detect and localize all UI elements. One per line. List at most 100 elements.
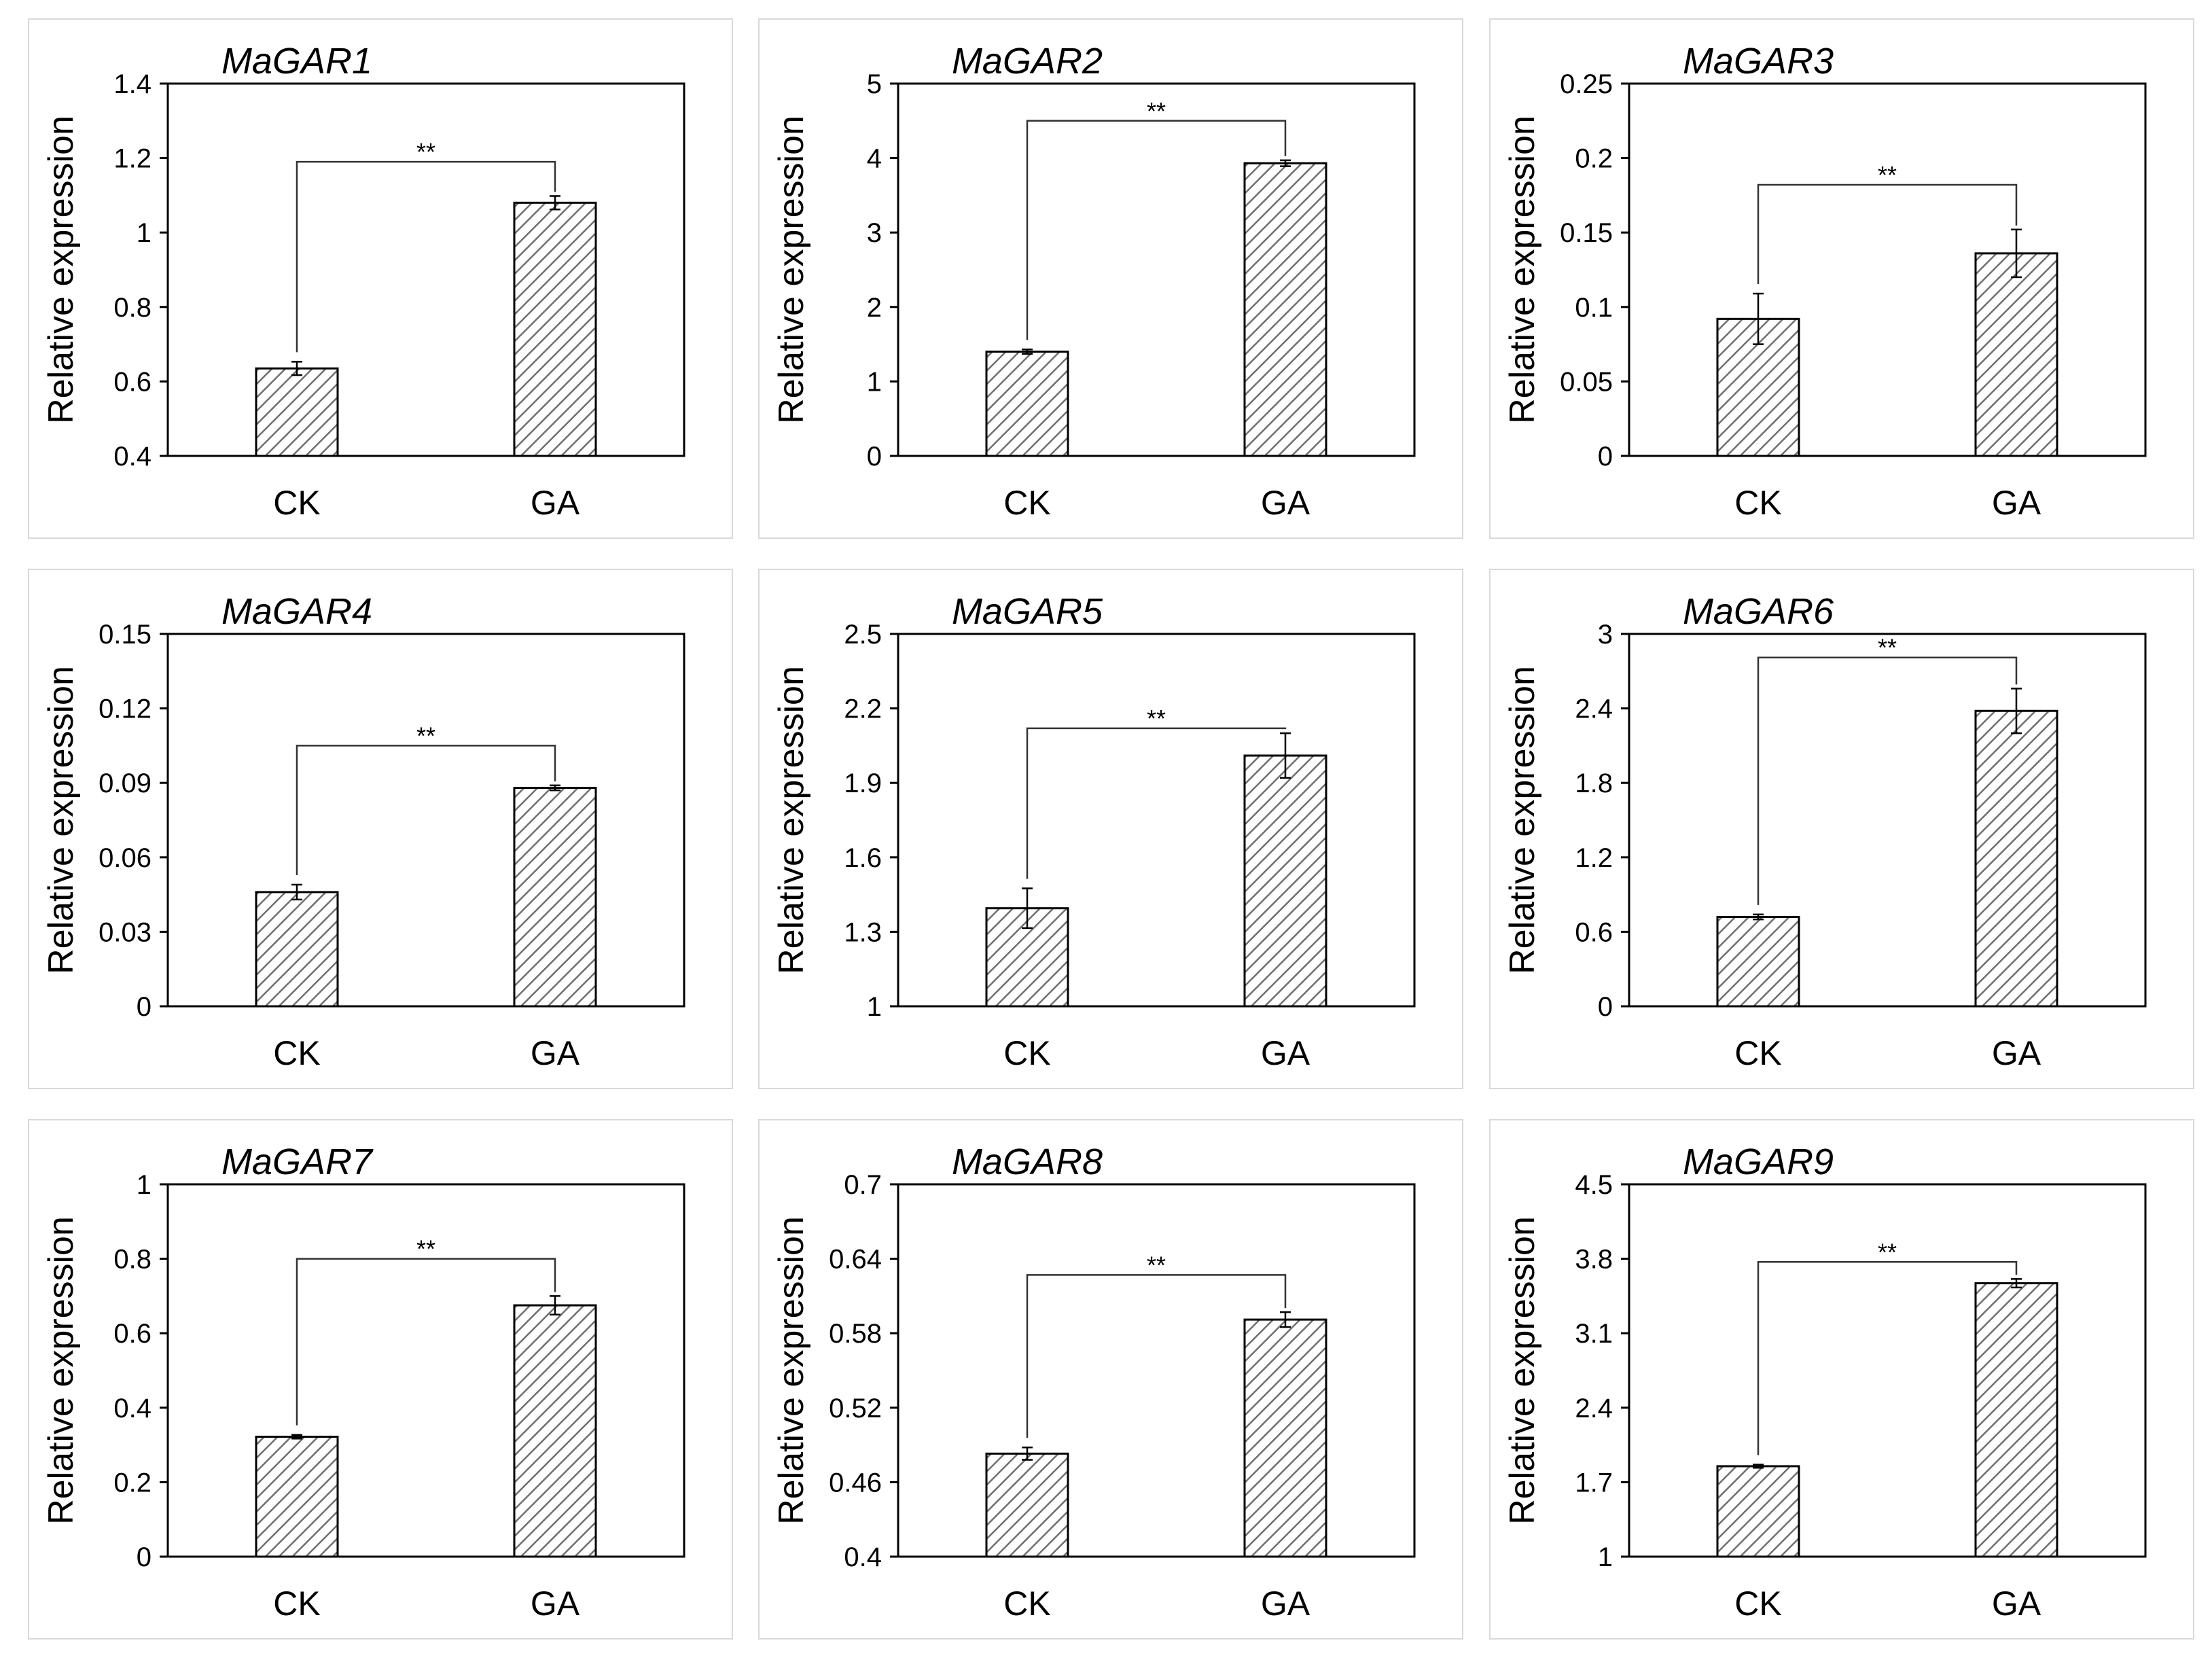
plot-frame (897, 82, 1416, 457)
y-tick-label: 1 (1598, 1542, 1613, 1572)
bar-ck (255, 367, 339, 457)
chart-title: MaGAR3 (1683, 41, 1834, 82)
significance-label: ** (416, 138, 435, 166)
chart-panel-3: ** 0 0.05 0.1 0.15 0.2 0.25 CK GA MaGAR3 Relative … (1489, 18, 2194, 539)
bar-ck (255, 891, 339, 1008)
y-tick-label: 0.6 (1575, 917, 1613, 947)
y-tick-label: 0.12 (99, 694, 151, 724)
y-tick-label: 3 (1598, 620, 1613, 650)
y-axis-label: Relative expression (41, 1216, 81, 1525)
y-tick-label: 3.1 (1575, 1319, 1613, 1349)
bar-ga (513, 201, 597, 457)
y-tick-label: 0.46 (829, 1468, 882, 1498)
y-axis-label: Relative expression (41, 666, 81, 974)
chart-title: MaGAR1 (221, 41, 372, 82)
plot-frame (166, 633, 685, 1008)
y-tick-label: 0.4 (844, 1542, 882, 1572)
chart-title: MaGAR4 (221, 591, 372, 632)
chart-panel-7: ** 0 0.2 0.4 0.6 0.8 1 CK GA MaGAR7 Relative expre… (28, 1119, 733, 1640)
chart-panel-8: ** 0.4 0.46 0.52 0.58 0.64 0.7 CK GA MaGAR8 Relati… (758, 1119, 1463, 1640)
chart-panel-1: ** 0.4 0.6 0.8 1 1.2 1.4 CK GA MaGAR1 Relative exp… (28, 18, 733, 539)
y-tick-label: 1.4 (113, 69, 151, 99)
panel-border (28, 1119, 733, 1640)
y-tick-label: 1 (867, 992, 882, 1022)
bar-ga (1974, 1282, 2058, 1558)
significance-label: ** (416, 1235, 435, 1263)
y-tick-label: 1 (867, 367, 882, 397)
significance-bracket (1757, 183, 2018, 285)
plot-frame (166, 1183, 685, 1558)
significance-bracket (296, 1258, 556, 1426)
x-tick-label-ck: CK (1003, 1034, 1050, 1072)
y-axis-label: Relative expression (772, 116, 811, 424)
x-tick-label-ga: GA (1992, 1585, 2041, 1623)
chart-panel-2: ** 0 1 2 3 4 5 CK GA MaGAR2 Relative expression (758, 18, 1463, 539)
significance-label: ** (1147, 97, 1166, 125)
y-axis-label: Relative expression (772, 1216, 811, 1525)
plot-frame (1628, 82, 2147, 457)
x-tick-label-ck: CK (273, 484, 320, 522)
y-tick-label: 0.58 (829, 1319, 882, 1349)
significance-bracket (1757, 656, 2018, 905)
y-tick-label: 0.15 (99, 620, 151, 650)
y-tick-label: 4 (867, 144, 882, 174)
x-tick-label-ck: CK (1003, 1585, 1050, 1623)
x-tick-label-ga: GA (1261, 484, 1310, 522)
significance-label: ** (416, 722, 435, 749)
bar-ga (513, 787, 597, 1008)
y-tick-label: 1.7 (1575, 1468, 1613, 1498)
y-tick-label: 0.25 (1560, 69, 1613, 99)
y-tick-label: 0.03 (99, 917, 151, 947)
y-axis-label: Relative expression (1503, 666, 1542, 974)
y-tick-label: 3.8 (1575, 1245, 1613, 1275)
plot-frame (897, 633, 1416, 1008)
plot-frame (166, 82, 685, 457)
significance-label: ** (1878, 1238, 1897, 1266)
panel-border (758, 1119, 1463, 1640)
chart-title: MaGAR6 (1683, 591, 1834, 632)
x-tick-label-ck: CK (1734, 1585, 1781, 1623)
y-tick-label: 0.2 (1575, 144, 1613, 174)
bar-ga (1243, 1318, 1327, 1558)
significance-bracket (1026, 120, 1287, 340)
significance-bracket (296, 745, 556, 875)
y-tick-label: 2.2 (844, 694, 882, 724)
chart-title: MaGAR7 (221, 1141, 374, 1182)
y-axis-label: Relative expression (41, 116, 81, 424)
significance-label: ** (1878, 634, 1897, 662)
y-tick-label: 2 (867, 293, 882, 323)
panel-border (1489, 569, 2194, 1089)
y-tick-label: 4.5 (1575, 1170, 1613, 1200)
y-tick-label: 1.2 (113, 144, 151, 174)
y-tick-label: 1.6 (844, 843, 882, 873)
bar-ck (985, 1452, 1069, 1558)
y-tick-label: 0 (1598, 992, 1613, 1022)
y-tick-label: 0.4 (113, 442, 151, 472)
y-tick-label: 0 (137, 1542, 151, 1572)
y-tick-label: 3 (867, 218, 882, 248)
y-tick-label: 0.8 (113, 1245, 151, 1275)
significance-label: ** (1147, 705, 1166, 732)
bar-ga (513, 1304, 597, 1558)
significance-bracket (296, 160, 556, 353)
y-axis-label: Relative expression (772, 666, 811, 974)
plot-frame (897, 1183, 1416, 1558)
bar-ck (985, 351, 1069, 457)
y-tick-label: 0.52 (829, 1394, 882, 1423)
y-tick-label: 0.6 (113, 1319, 151, 1349)
y-tick-label: 1 (137, 1170, 151, 1200)
chart-panel-9: ** 1 1.7 2.4 3.1 3.8 4.5 CK GA MaGAR9 Relative exp… (1489, 1119, 2194, 1640)
x-tick-label-ck: CK (1734, 484, 1781, 522)
bar-ga (1243, 162, 1327, 457)
x-tick-label-ga: GA (1261, 1034, 1310, 1072)
bar-ck (1716, 915, 1800, 1008)
chart-panel-5: ** 1 1.3 1.6 1.9 2.2 2.5 CK GA MaGAR5 Relative exp… (758, 569, 1463, 1089)
panel-border (28, 18, 733, 539)
x-tick-label-ck: CK (1734, 1034, 1781, 1072)
x-tick-label-ga: GA (1992, 1034, 2041, 1072)
bar-ga (1974, 709, 2058, 1008)
y-tick-label: 0.09 (99, 768, 151, 798)
x-tick-label-ga: GA (531, 484, 580, 522)
significance-bracket (1026, 1274, 1287, 1438)
y-tick-label: 2.4 (1575, 694, 1613, 724)
